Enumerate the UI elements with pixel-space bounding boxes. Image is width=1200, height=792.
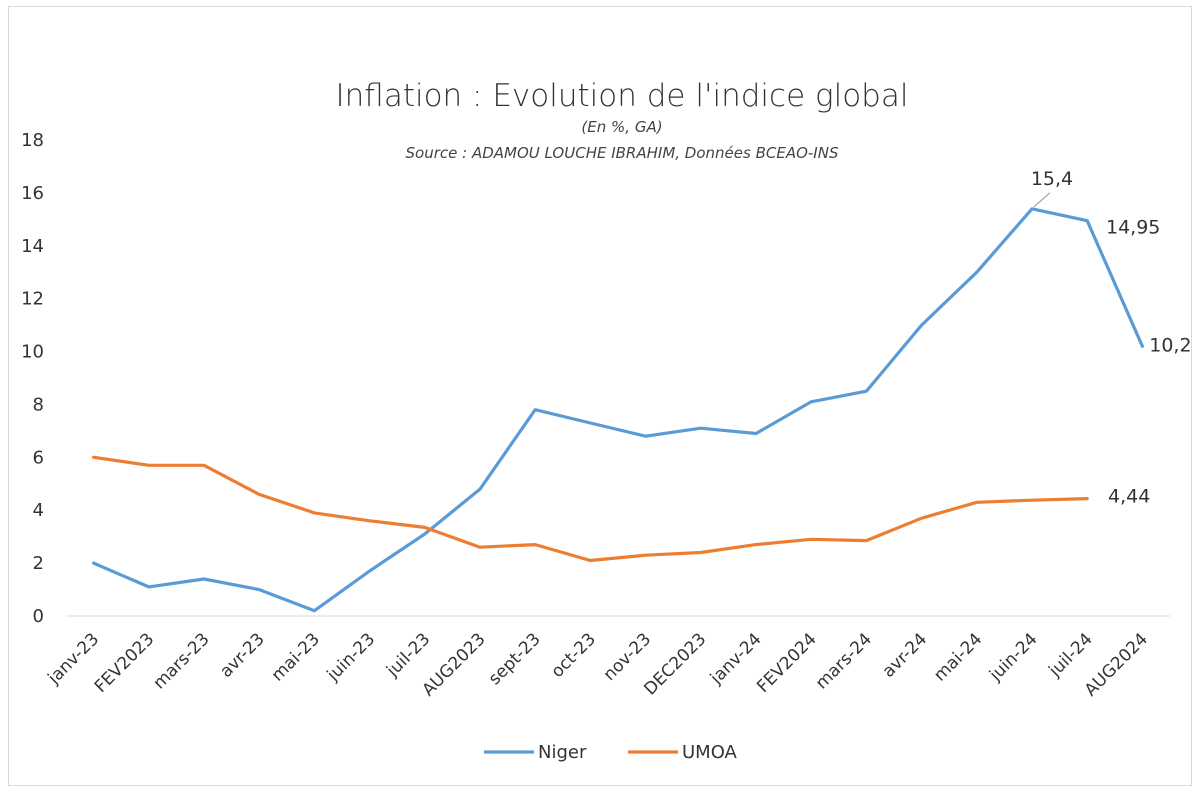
x-tick-label: juil-24: [1045, 629, 1097, 681]
x-tick-label: sept-23: [485, 629, 545, 689]
x-tick-label: juin-23: [323, 629, 379, 685]
y-axis: 0 2 4 6 8 10 12 14 16 18: [21, 130, 44, 627]
x-tick-label: FEV2024: [753, 629, 820, 696]
chart-source: Source : ADAMOU LOUCHE IBRAHIM, Données …: [405, 144, 839, 162]
x-tick-label: mai-24: [930, 629, 986, 685]
y-tick-label: 10: [21, 342, 44, 363]
chart-title: Inflation : Evolution de l'indice global: [335, 78, 909, 114]
y-tick-label: 2: [33, 553, 44, 574]
y-tick-label: 8: [33, 394, 44, 415]
legend: Niger UMOA: [484, 742, 738, 763]
x-tick-label: avr-24: [879, 629, 931, 681]
x-tick-label: nov-23: [600, 629, 656, 685]
data-labels: 15,4 14,95 10,2 4,44: [1031, 168, 1192, 508]
x-tick-label: avr-23: [216, 629, 268, 681]
y-tick-label: 18: [21, 130, 44, 151]
y-tick-label: 12: [21, 289, 44, 310]
legend-label-umoa: UMOA: [682, 742, 738, 763]
x-tick-label: mai-23: [268, 629, 324, 685]
data-label: 4,44: [1108, 486, 1150, 508]
x-tick-label: mars-24: [812, 629, 876, 693]
y-tick-label: 6: [33, 447, 44, 468]
y-tick-label: 0: [33, 606, 44, 627]
series-line-niger: [92, 207, 1144, 613]
series-line-umoa: [92, 455, 1089, 563]
series-lines: [92, 207, 1144, 613]
data-label: 14,95: [1106, 217, 1160, 239]
y-tick-label: 14: [21, 236, 44, 257]
x-tick-label: juil-23: [382, 629, 434, 681]
chart-subtitle: (En %, GA): [581, 118, 663, 136]
x-tick-label: oct-23: [547, 629, 599, 681]
y-tick-label: 16: [21, 183, 44, 204]
y-tick-label: 4: [33, 500, 44, 521]
x-tick-label: mars-23: [149, 629, 213, 693]
x-tick-label: juin-24: [985, 629, 1041, 685]
data-label: 10,2: [1149, 334, 1191, 356]
data-label: 15,4: [1031, 168, 1073, 190]
legend-label-niger: Niger: [538, 742, 587, 763]
x-tick-label: FEV2023: [91, 629, 158, 696]
chart-frame: [8, 6, 1192, 786]
data-label-leader: [1033, 192, 1051, 208]
